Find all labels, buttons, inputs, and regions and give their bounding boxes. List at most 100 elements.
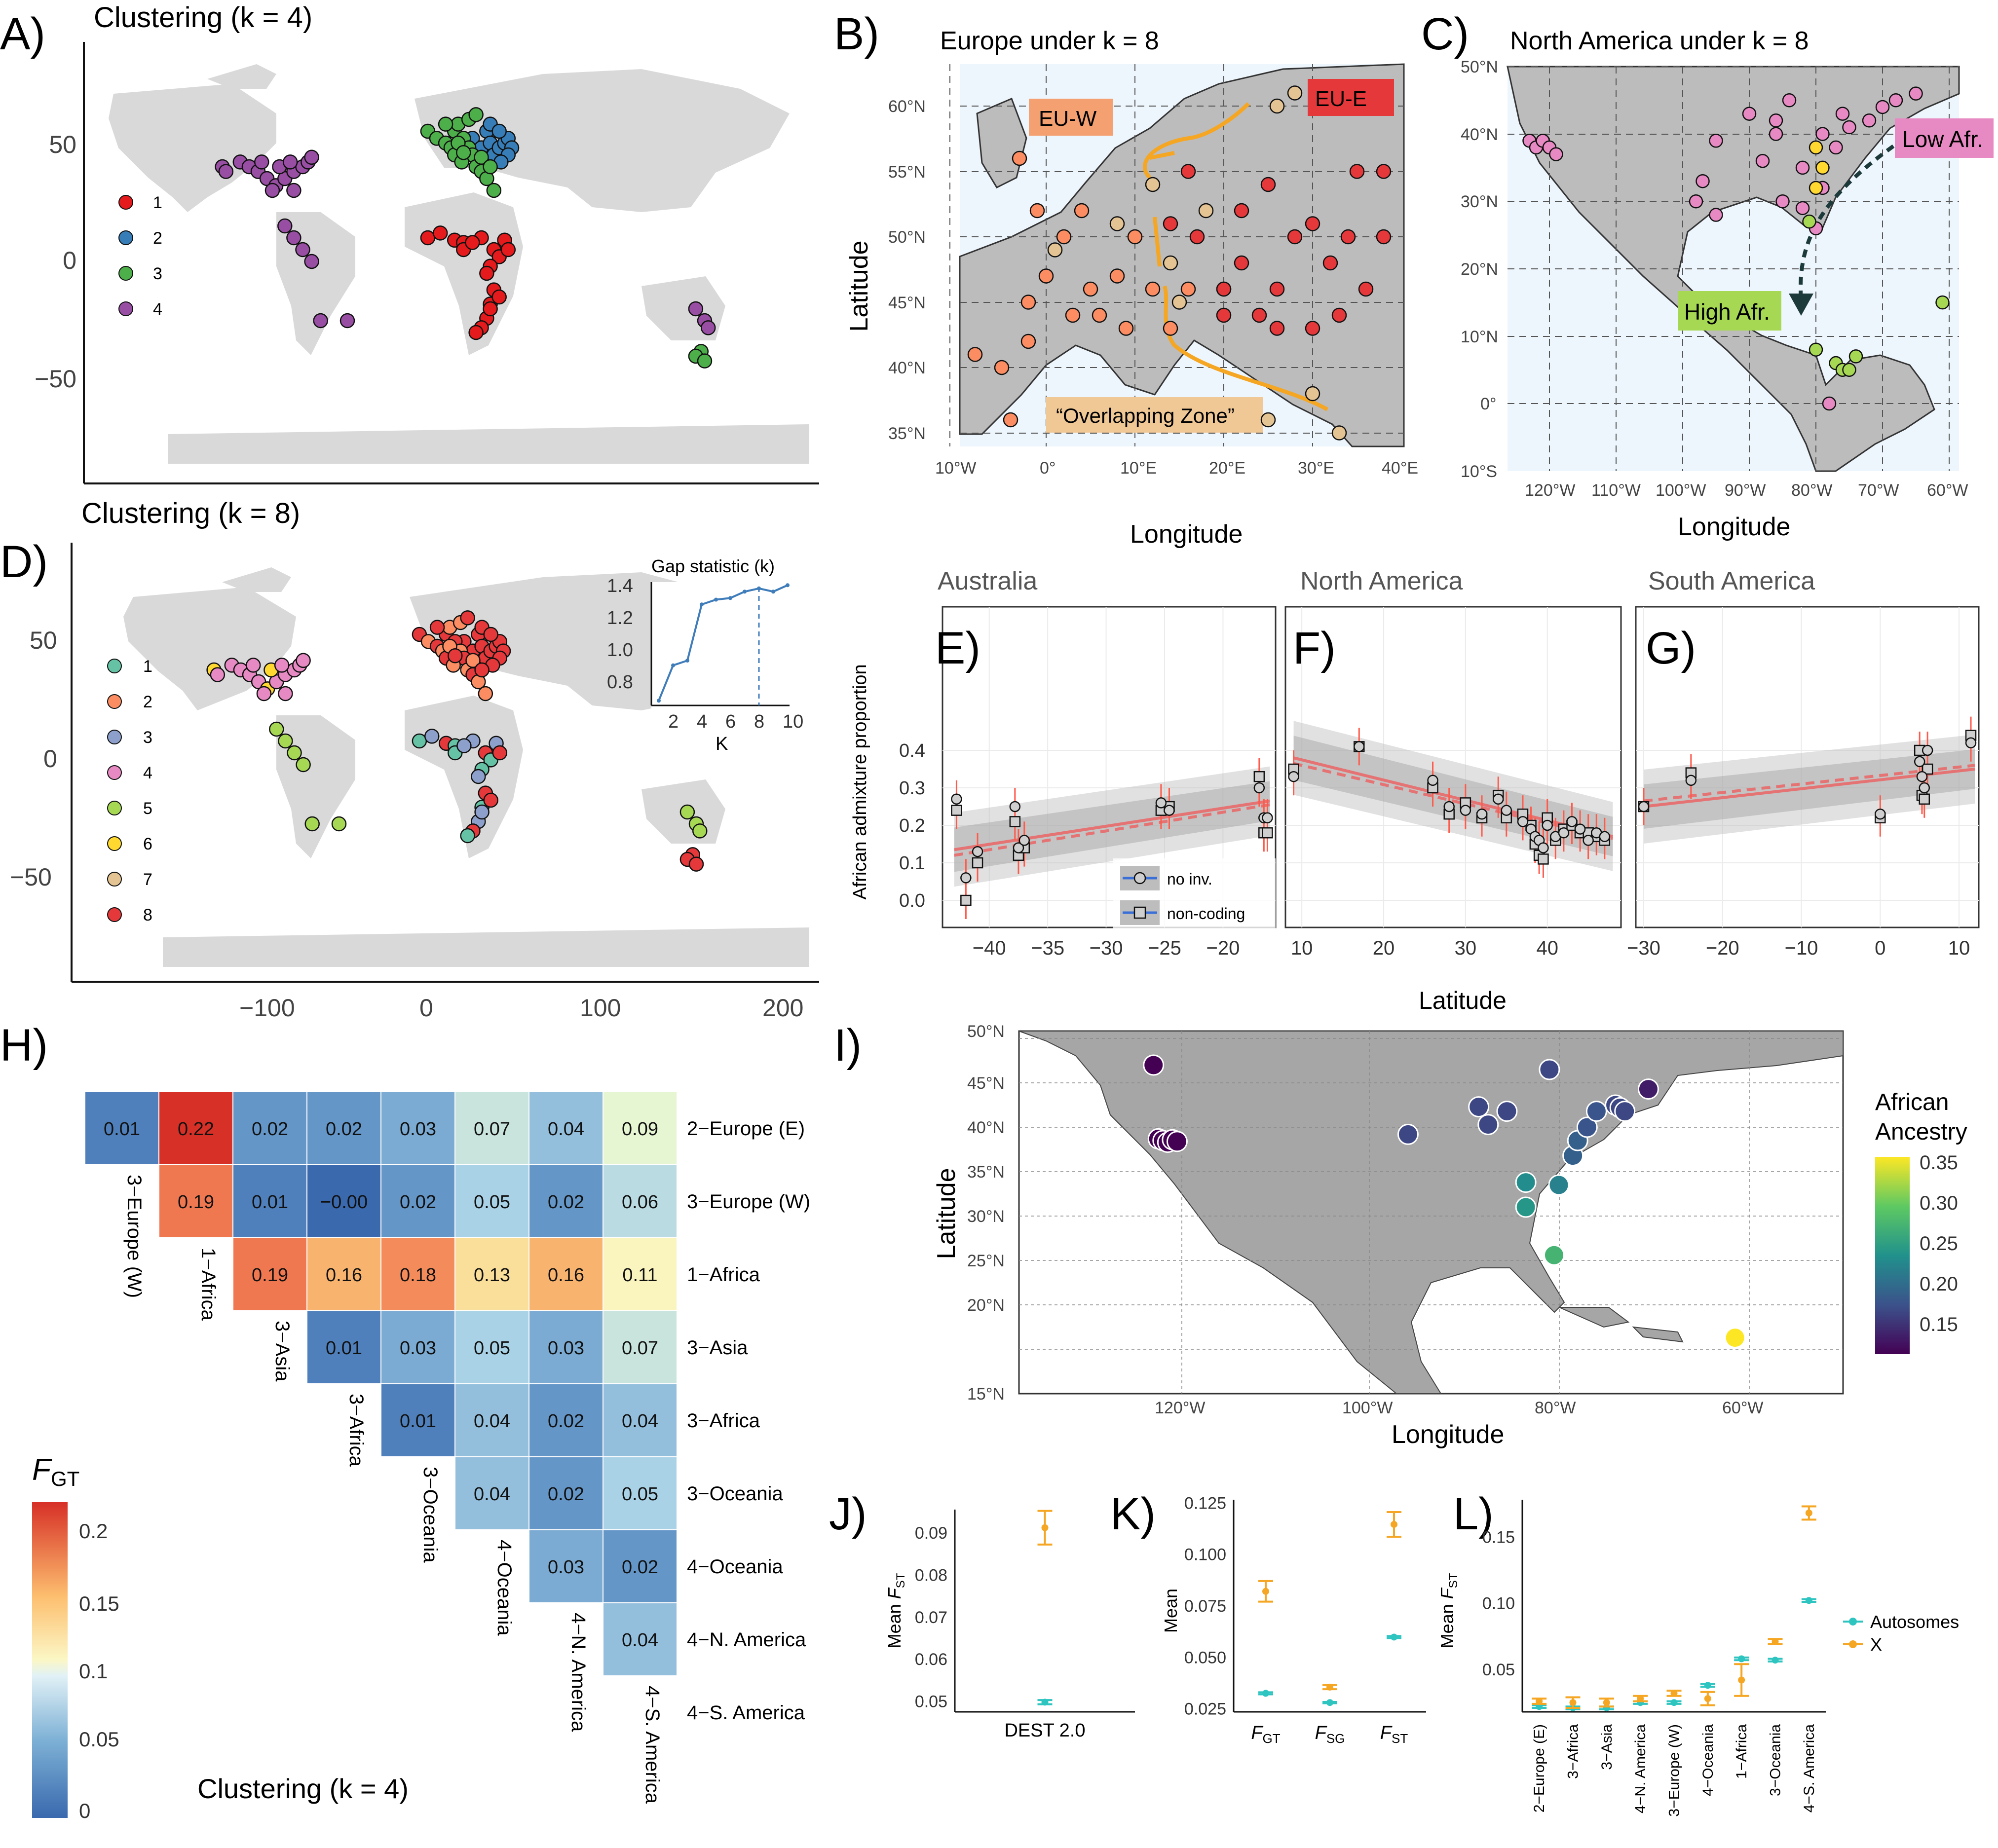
data-point-square xyxy=(972,857,983,869)
heatmap-cells: 0.01 0.22 0.02 0.02 0.03 0.07 0.04 0.09 0.19 0.01… xyxy=(84,1091,678,1676)
data-point-square xyxy=(960,894,972,906)
cell-value: 0.04 xyxy=(548,1119,584,1140)
cell-value: 0.22 xyxy=(178,1119,214,1140)
panel-b-title: Europe under k = 8 xyxy=(940,27,1159,55)
y-tick: 50°N xyxy=(967,1022,1005,1041)
x-tick: 60°W xyxy=(1927,481,1968,500)
data-point-square xyxy=(1009,816,1021,827)
y-tick: 0 xyxy=(63,247,76,274)
data-point xyxy=(1496,1101,1518,1122)
heatmap-cell xyxy=(380,1237,455,1311)
data-point xyxy=(1092,307,1107,323)
x-tick: FGT xyxy=(1251,1723,1280,1746)
data-point-circle xyxy=(1253,782,1265,794)
data-point xyxy=(1548,1174,1570,1196)
y-tick: 10°S xyxy=(1461,462,1497,481)
heatmap-cell xyxy=(232,1237,307,1311)
data-point-circle xyxy=(972,846,983,857)
cell-value: 0.09 xyxy=(622,1119,658,1140)
axis-title-x: Latitude xyxy=(1419,987,1507,1014)
europe-land xyxy=(959,63,1405,447)
data-point xyxy=(1358,281,1374,297)
data-point xyxy=(474,149,489,165)
cell-value: 0.02 xyxy=(622,1557,658,1578)
axis-title-x: Longitude xyxy=(1130,520,1243,549)
data-point xyxy=(1287,229,1303,245)
x-tick: 3−Asia xyxy=(1599,1724,1615,1770)
data-point xyxy=(1109,268,1125,284)
data-point xyxy=(1614,1101,1636,1122)
series-line xyxy=(658,584,788,702)
x-tick: 4 xyxy=(697,711,707,732)
panel-d-title: Clustering (k = 8) xyxy=(81,497,300,529)
data-point xyxy=(700,602,704,607)
data-point xyxy=(1835,107,1850,121)
panel-a-points xyxy=(215,107,716,369)
heatmap-cell xyxy=(528,1383,603,1457)
x-tick: 10°E xyxy=(1120,459,1157,478)
data-point xyxy=(1809,342,1823,357)
heatmap-cell xyxy=(603,1529,678,1603)
admixture-arrow xyxy=(1799,136,1906,301)
axis-ticks: 50°N 45°N 40°N 35°N 30°N 25°N 20°N 15°N … xyxy=(967,1022,1764,1417)
cell-value: 0.01 xyxy=(400,1411,436,1432)
x-tick: 3−Oceania xyxy=(1768,1724,1784,1796)
data-point xyxy=(412,733,427,749)
data-point xyxy=(456,145,471,160)
data-point-circle xyxy=(1427,775,1438,786)
x-tick: 3−Africa xyxy=(1565,1724,1582,1779)
legend-swatch xyxy=(107,659,122,673)
heatmap-cell xyxy=(380,1383,455,1457)
heatmap-cell xyxy=(306,1164,381,1238)
data-point xyxy=(700,320,716,335)
data-point xyxy=(1331,307,1347,323)
y-tick: 0.100 xyxy=(1184,1546,1226,1564)
panel-letter-a: A) xyxy=(0,9,45,59)
data-point xyxy=(1376,164,1392,179)
y-tick: 0.050 xyxy=(1184,1648,1226,1667)
data-point-circle xyxy=(1155,797,1167,809)
cell-value: 0.03 xyxy=(400,1338,436,1359)
row-label: 3−Asia xyxy=(687,1337,748,1359)
data-point-circle xyxy=(1354,741,1365,752)
data-point xyxy=(1083,281,1098,297)
panel-b-points xyxy=(967,85,1392,441)
data-point xyxy=(1109,216,1125,231)
data-point xyxy=(448,648,463,664)
legend-label: 5 xyxy=(143,799,152,818)
data-point xyxy=(1163,321,1178,336)
data-point xyxy=(1935,295,1950,310)
data-point-square xyxy=(951,805,962,816)
data-point-circle xyxy=(1542,819,1553,831)
legend-tick: 0.15 xyxy=(79,1592,119,1615)
y-tick: 0.10 xyxy=(1482,1594,1515,1613)
legend-swatch xyxy=(1849,1640,1857,1648)
data-point-circle xyxy=(1638,801,1650,813)
data-point xyxy=(304,149,319,165)
x-tick: 4−N. America xyxy=(1632,1724,1649,1813)
cell-value: 0.04 xyxy=(474,1484,510,1505)
legend-label: X xyxy=(1870,1634,1882,1655)
y-tick: 0.0 xyxy=(899,890,925,911)
cell-value: 0.04 xyxy=(622,1630,658,1651)
cell-value: 0.03 xyxy=(400,1119,436,1140)
panel-letter-b: B) xyxy=(834,9,879,59)
data-point xyxy=(1262,1690,1269,1697)
y-tick: 40°N xyxy=(888,359,926,377)
col-label: 3−Europe (W) xyxy=(123,1175,145,1298)
arrow-head xyxy=(1789,294,1813,316)
data-point-circle xyxy=(1922,744,1933,756)
data-point xyxy=(1163,255,1178,271)
axis-title-x: Longitude xyxy=(1678,513,1790,541)
heatmap-cell xyxy=(454,1383,529,1457)
row-label: 1−Africa xyxy=(687,1264,760,1286)
x-tick: 120°W xyxy=(1525,481,1575,500)
heatmap-cell xyxy=(232,1091,307,1165)
data-point xyxy=(1576,1116,1598,1138)
data-point xyxy=(491,289,507,305)
cell-value: 0.19 xyxy=(252,1265,288,1286)
x-tick: 30 xyxy=(1455,937,1477,959)
data-point xyxy=(1704,1695,1711,1702)
y-tick: 0.06 xyxy=(915,1650,947,1669)
